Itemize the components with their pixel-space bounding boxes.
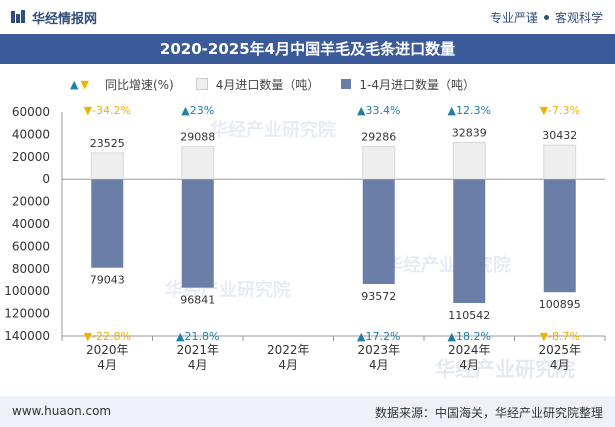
yoy-cumulative-label: ▲18.2% [448,330,491,343]
y-tick-label: 80000 [12,262,50,276]
chart-plot: 华经产业研究院华经产业研究院华经产业研究院华经产业研究院600004000020… [4,104,606,381]
y-tick-label: 60000 [12,239,50,253]
yoy-cumulative-label: ▼-8.7% [540,330,580,343]
data-label-monthly: 23525 [90,137,125,150]
x-tick-label: 2021年 [176,343,219,357]
x-tick-label: 2023年 [357,343,400,357]
legend-cumulative-swatch [341,79,352,89]
yoy-cumulative-label: ▲17.2% [357,330,400,343]
footer-source: 数据来源：中国海关，华经产业研究院整理 [374,406,603,420]
yoy-monthly-label: ▲23% [181,104,214,117]
triangle-down-icon: ▼ [80,77,89,91]
separator-dot-icon [543,15,549,20]
yoy-monthly-label: ▼-7.3% [540,104,580,117]
data-label-cumulative: 79043 [90,274,125,287]
top-bar: 华经情报网 专业严谨 客观科学 [0,0,615,34]
bar-monthly [452,141,486,180]
y-tick-label: 0 [42,172,50,186]
bar-cumulative [362,179,395,285]
bar-monthly [543,144,577,180]
x-tick-label: 4月 [278,358,298,372]
brand-name: 华经情报网 [32,11,98,27]
footer-website[interactable]: www.huaon.com [12,404,112,418]
x-tick-label: 2020年 [86,343,129,357]
slogan: 专业严谨 客观科学 [490,9,603,26]
data-label-monthly: 32839 [452,126,487,139]
x-tick-label: 4月 [97,358,117,372]
y-tick-label: 40000 [12,217,50,231]
legend: ▲ ▼ 同比增速(%) 4月进口数量（吨） 1-4月进口数量（吨） [70,74,475,94]
data-label-cumulative: 100895 [539,298,581,311]
bar-monthly [90,152,124,180]
bar-cumulative [181,179,214,288]
x-tick-label: 4月 [459,358,479,372]
slogan-tag-1: 专业严谨 [489,11,538,25]
legend-yoy-label: 同比增速(%) [104,77,174,92]
watermark: 华经产业研究院 [385,254,511,276]
x-tick-label: 2024年 [448,343,491,357]
y-tick-label: 60000 [12,105,50,119]
x-tick-label: 4月 [369,358,389,372]
bar-cumulative [91,179,124,268]
watermark: 华经产业研究院 [210,119,336,141]
chart-title: 2020-2025年4月中国羊毛及毛条进口数量 [0,34,615,64]
footer: www.huaon.com 数据来源：中国海关，华经产业研究院整理 [0,396,615,427]
x-tick-label: 4月 [550,358,570,372]
data-label-cumulative: 93572 [361,290,396,303]
logo-icon [11,10,25,23]
y-tick-label: 100000 [4,284,50,298]
yoy-cumulative-label: ▼-22.8% [84,330,131,343]
y-tick-label: 140000 [4,329,50,343]
watermark: 华经产业研究院 [435,357,575,381]
triangle-up-icon: ▲ [70,77,79,91]
yoy-monthly-label: ▼-34.2% [84,104,131,117]
legend-monthly-label: 4月进口数量（吨） [215,77,320,92]
data-label-monthly: 29286 [361,130,396,143]
x-tick-label: 4月 [188,358,208,372]
data-label-monthly: 30432 [542,129,577,142]
data-label-cumulative: 96841 [180,294,215,307]
y-tick-label: 120000 [4,307,50,321]
slogan-tag-2: 客观科学 [554,11,603,25]
data-label-monthly: 29088 [180,131,215,144]
legend-cumulative-label: 1-4月进口数量（吨） [359,77,475,92]
y-tick-label: 20000 [12,150,50,164]
bar-monthly [362,145,396,180]
yoy-monthly-label: ▲12.3% [448,104,491,117]
bar-cumulative [453,179,486,304]
yoy-cumulative-label: ▲21.8% [176,330,219,343]
yoy-monthly-label: ▲33.4% [357,104,400,117]
x-tick-label: 2025年 [538,343,581,357]
y-tick-label: 40000 [12,127,50,141]
brand: 华经情报网 [10,8,98,27]
legend-monthly-swatch [195,78,208,90]
bar-cumulative [543,179,576,293]
y-tick-label: 20000 [12,195,50,209]
data-label-cumulative: 110542 [448,309,490,322]
x-tick-label: 2022年 [267,343,310,357]
bar-monthly [181,146,215,180]
